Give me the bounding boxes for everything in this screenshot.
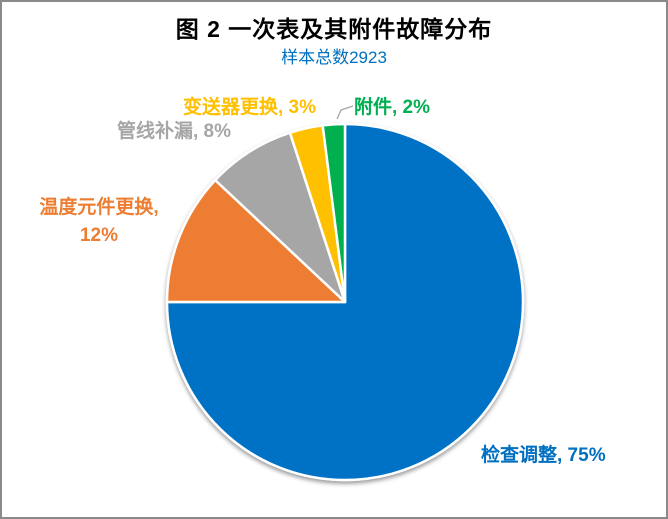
chart-title: 图 2 一次表及其附件故障分布 bbox=[175, 16, 493, 42]
chart-subtitle: 样本总数2923 bbox=[281, 48, 387, 67]
pie-slice-5 bbox=[321, 122, 347, 304]
pie-slice-1 bbox=[165, 122, 525, 482]
pie-slice-3 bbox=[213, 131, 347, 304]
slice-label-wendu-yuanjian-genghuan: 温度元件更换, 12% bbox=[39, 197, 159, 246]
slice-label-guanxian-bulou: 管线补漏, 8% bbox=[117, 121, 232, 142]
slice-label-fujian: 附件, 2% bbox=[354, 97, 431, 118]
slice-label-biansongqi-genghuan: 变送器更换, 3% bbox=[183, 97, 317, 118]
pie-slices-group bbox=[165, 122, 525, 482]
slice-label-jiancha-tiaozheng: 检查调整, 75% bbox=[481, 445, 606, 466]
leader-line-fujian bbox=[336, 105, 354, 120]
pie-slice-2 bbox=[165, 178, 347, 304]
